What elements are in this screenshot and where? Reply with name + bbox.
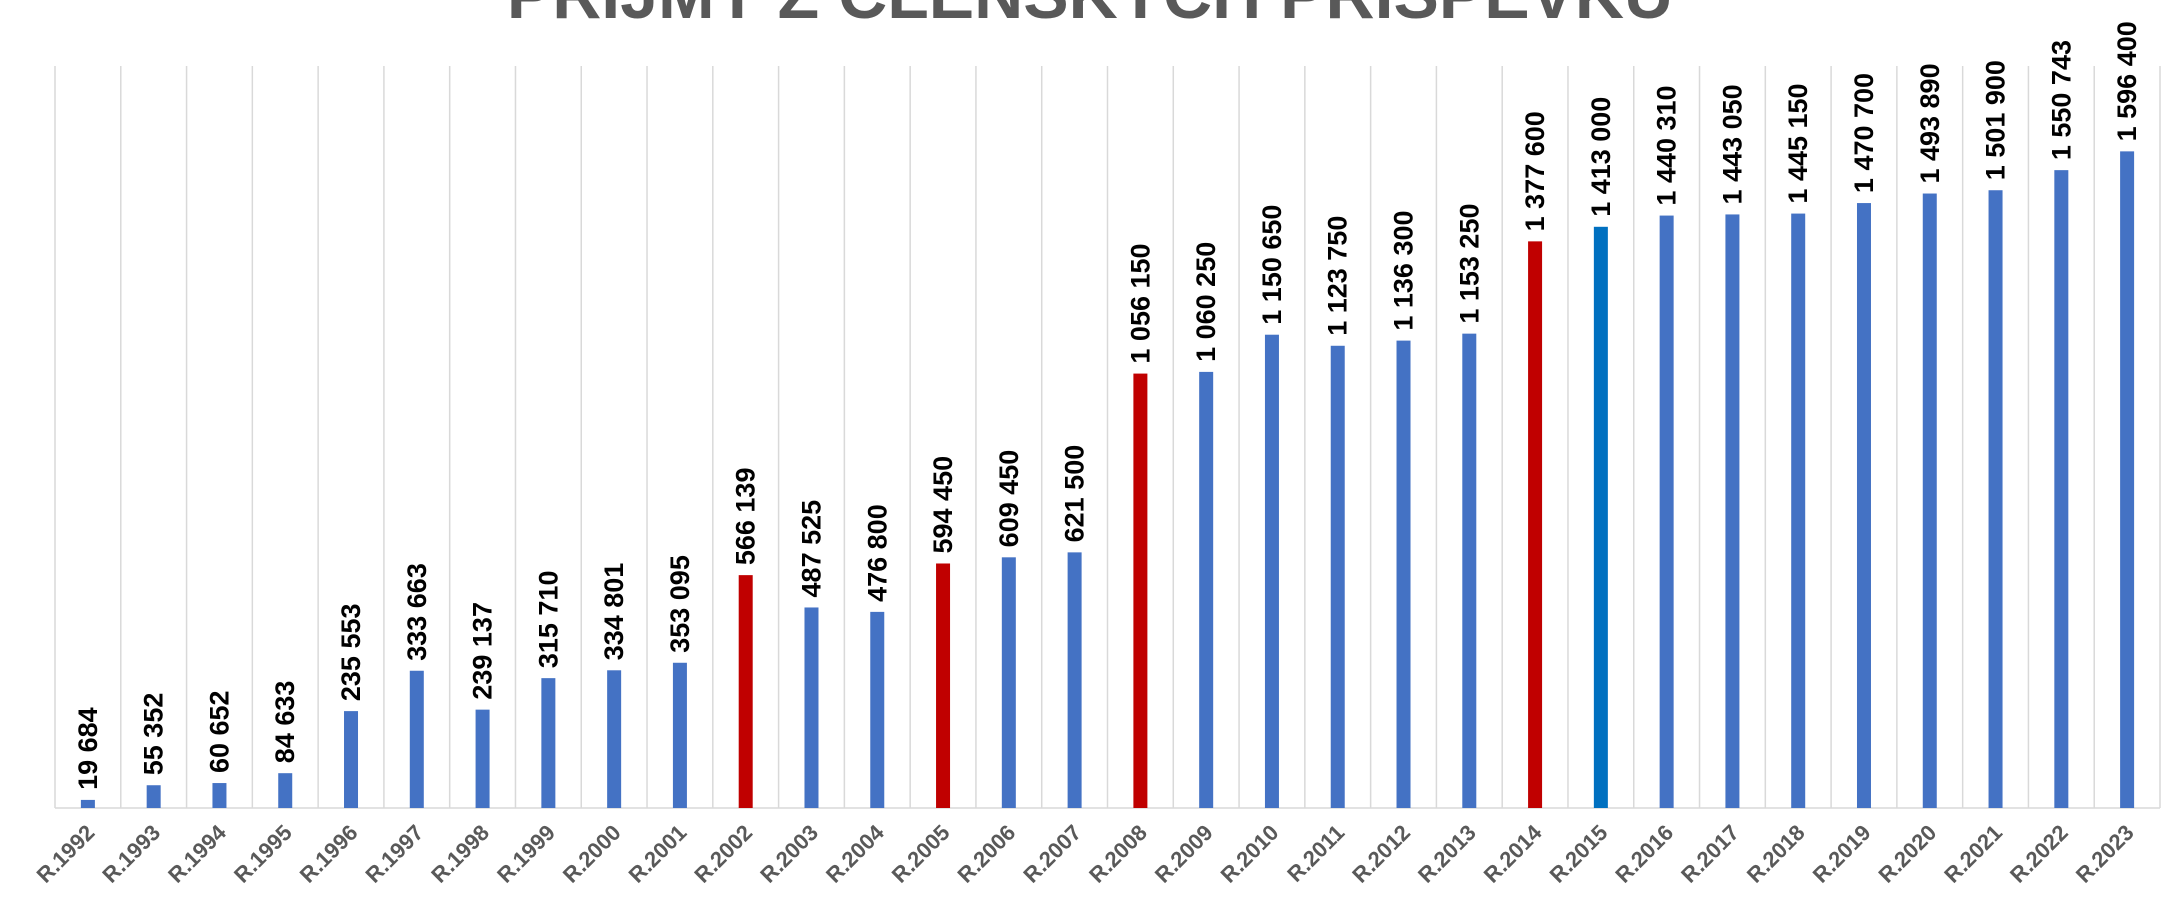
bar [607, 670, 622, 808]
bar [1922, 193, 1937, 809]
value-label: 55 352 [139, 693, 169, 776]
value-label: 1 493 890 [1915, 63, 1945, 183]
bar [870, 611, 885, 808]
x-tick-label: R.2020 [1873, 820, 1941, 888]
value-label: 1 413 000 [1586, 97, 1616, 217]
x-tick-label: R.2012 [1347, 820, 1415, 888]
bar [804, 607, 819, 808]
bar [1988, 190, 2003, 809]
value-label: 333 663 [402, 563, 432, 661]
x-tick-label: R.1993 [97, 820, 165, 888]
x-tick-label: R.2015 [1545, 820, 1613, 888]
x-tick-label: R.2019 [1808, 820, 1876, 888]
x-tick-label: R.2007 [1018, 820, 1086, 888]
bar [936, 563, 951, 808]
bar [212, 783, 227, 808]
value-label: 84 633 [270, 681, 300, 764]
x-tick-label: R.2018 [1742, 820, 1810, 888]
bar [1067, 552, 1082, 808]
bar [541, 678, 556, 808]
value-label: 621 500 [1060, 445, 1090, 543]
bar [1659, 215, 1674, 808]
x-tick-label: R.1992 [32, 820, 100, 888]
value-label: 353 095 [665, 555, 695, 653]
value-label: 1 443 050 [1717, 84, 1747, 204]
bar [2054, 170, 2069, 808]
x-tick-label: R.2000 [558, 820, 626, 888]
bar [1856, 203, 1871, 808]
x-tick-label: R.1995 [229, 820, 297, 888]
bar [344, 711, 359, 808]
value-label: 1 501 900 [1981, 60, 2011, 180]
bar [1791, 213, 1806, 808]
bar [146, 785, 161, 808]
value-label: 1 470 700 [1849, 73, 1879, 193]
bar [475, 709, 490, 808]
value-label: 60 652 [204, 690, 234, 773]
value-label: 1 377 600 [1520, 111, 1550, 231]
bar [672, 662, 687, 808]
x-tick-label: R.2016 [1610, 820, 1678, 888]
x-tick-label: R.2008 [1084, 820, 1152, 888]
bar [1593, 226, 1608, 808]
bar [278, 773, 293, 808]
bar [1133, 373, 1148, 808]
x-tick-label: R.1996 [295, 820, 363, 888]
x-tick-label: R.2006 [953, 820, 1021, 888]
x-tick-label: R.2005 [887, 820, 955, 888]
x-tick-label: R.2017 [1676, 820, 1744, 888]
x-tick-label: R.2009 [1150, 820, 1218, 888]
value-label: 239 137 [468, 602, 498, 700]
bar [2120, 151, 2135, 808]
x-tick-label: R.1994 [163, 819, 231, 887]
x-tick-label: R.2004 [821, 819, 889, 887]
value-label: 1 136 300 [1389, 210, 1419, 330]
x-tick-label: R.2022 [2005, 820, 2073, 888]
value-label: 594 450 [928, 456, 958, 554]
bar [80, 799, 95, 808]
x-tick-label: R.2023 [2071, 820, 2139, 888]
value-label: 1 445 150 [1783, 83, 1813, 203]
bar [1001, 557, 1016, 808]
bar [738, 575, 753, 808]
bar [1199, 371, 1214, 808]
value-label: 609 450 [994, 450, 1024, 548]
x-tick-label: R.1997 [360, 820, 428, 888]
value-label: 235 553 [336, 604, 366, 702]
bar [1462, 333, 1477, 808]
x-tick-label: R.2013 [1413, 820, 1481, 888]
x-tick-label: R.1998 [426, 820, 494, 888]
x-tick-label: R.2014 [1479, 819, 1547, 887]
value-label: 476 800 [862, 504, 892, 602]
bar [1725, 214, 1740, 808]
value-label: 1 440 310 [1652, 85, 1682, 205]
value-label: 19 684 [73, 707, 103, 790]
value-label: 566 139 [731, 468, 761, 566]
value-label: 487 525 [796, 500, 826, 598]
value-label: 1 150 650 [1257, 205, 1287, 325]
value-label: 1 060 250 [1191, 242, 1221, 362]
bar [1264, 334, 1279, 808]
x-tick-label: R.2021 [1939, 820, 2007, 888]
chart-title: PŘÍJMY Z ČLENSKÝCH PŘÍSPĚVKŮ [507, 0, 1673, 33]
bar [1528, 241, 1543, 808]
x-tick-label: R.2011 [1282, 820, 1349, 887]
bar [409, 670, 424, 808]
x-tick-label: R.2003 [755, 820, 823, 888]
bar [1396, 340, 1411, 808]
value-label: 1 123 750 [1323, 216, 1353, 336]
x-tick-label: R.1999 [492, 820, 560, 888]
value-label: 334 801 [599, 563, 629, 661]
x-tick-label: R.2010 [1216, 820, 1284, 888]
value-label: 1 550 743 [2046, 40, 2076, 160]
value-label: 1 153 250 [1454, 204, 1484, 324]
value-label: 1 056 150 [1125, 243, 1155, 363]
value-label: 1 596 400 [2112, 21, 2142, 141]
bar [1330, 345, 1345, 808]
x-tick-label: R.2001 [624, 820, 692, 888]
x-tick-label: R.2002 [689, 820, 757, 888]
value-label: 315 710 [533, 571, 563, 669]
